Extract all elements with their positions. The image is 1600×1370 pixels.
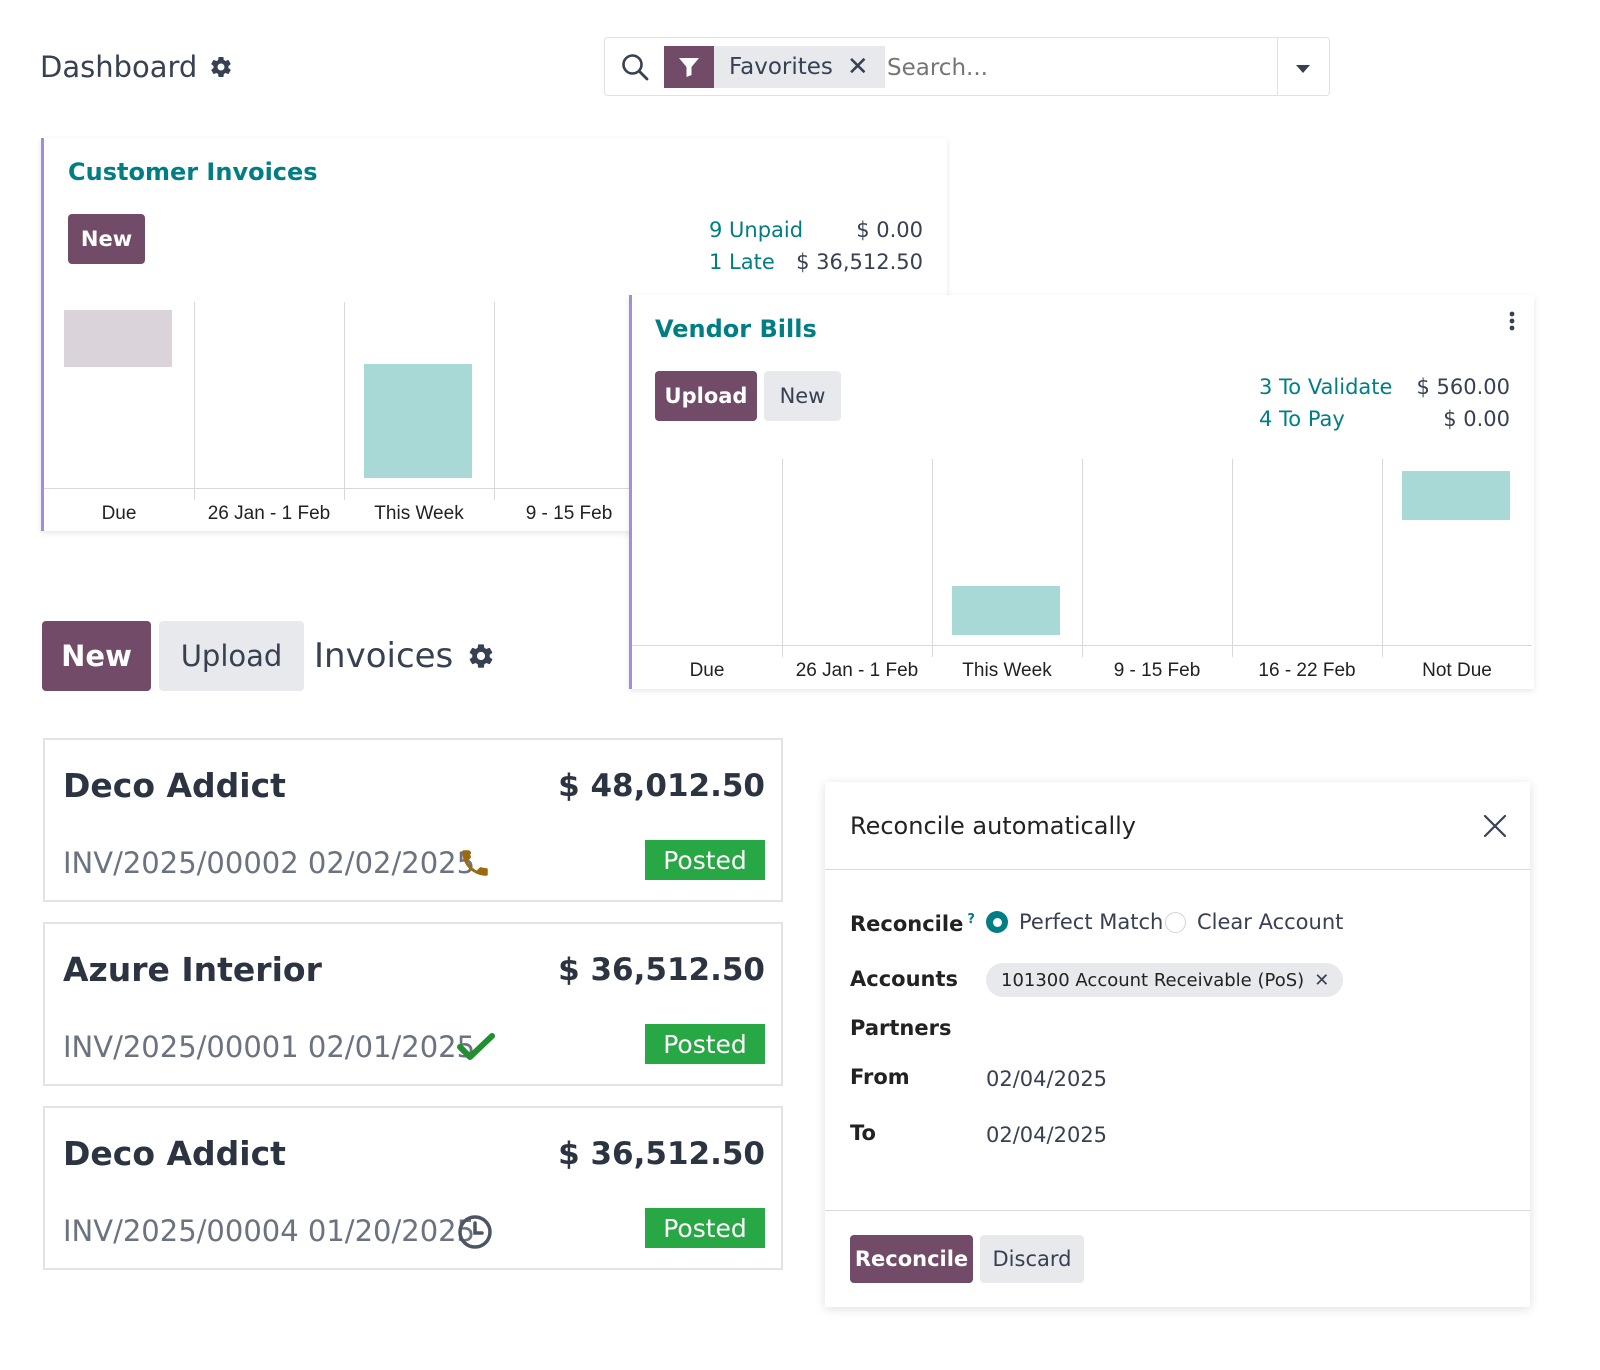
chart-bar-0[interactable]: [64, 310, 172, 367]
breadcrumb-title: Invoices: [314, 636, 454, 676]
search-icon[interactable]: [621, 53, 649, 85]
invoice-amount: $ 48,012.50: [558, 768, 765, 804]
search-input[interactable]: [885, 46, 1274, 90]
accounts-label: Accounts: [850, 967, 959, 991]
customer-invoices-title[interactable]: Customer Invoices: [68, 158, 318, 186]
kebab-menu-icon[interactable]: [1508, 310, 1516, 336]
to-pay-link[interactable]: 4 To Pay: [1259, 407, 1345, 431]
from-date-field[interactable]: 02/04/2025: [986, 1067, 1108, 1091]
late-amount: $ 36,512.50: [796, 250, 923, 274]
invoice-card[interactable]: Deco Addict $ 48,012.50 INV/2025/00002 0…: [43, 738, 783, 902]
chart-bar-2[interactable]: [952, 585, 1060, 635]
chart-baseline: [632, 645, 1532, 646]
reconcile-option-perfect-match[interactable]: Perfect Match: [986, 910, 1163, 934]
chart-tick-label: Due: [101, 503, 137, 524]
chart-tick-label: Not Due: [1422, 660, 1492, 681]
filter-icon: [664, 46, 714, 88]
facet-label: Favorites: [714, 46, 843, 88]
vendor-bills-title[interactable]: Vendor Bills: [655, 315, 817, 343]
chart-tick-label: 26 Jan - 1 Feb: [795, 660, 919, 681]
gear-icon[interactable]: [467, 642, 495, 670]
vendor-bills-card: Vendor Bills Upload New 3 To Validate $ …: [629, 295, 1534, 689]
reconcile-button[interactable]: Reconcile: [850, 1235, 973, 1283]
close-icon[interactable]: [1483, 814, 1507, 842]
account-tag: 101300 Account Receivable (PoS) ✕: [986, 963, 1344, 997]
new-button[interactable]: New: [42, 621, 151, 691]
tag-remove-icon[interactable]: ✕: [1314, 969, 1330, 991]
new-invoice-button[interactable]: New: [68, 214, 145, 264]
chart-gridline: [494, 302, 495, 500]
unpaid-amount: $ 0.00: [856, 218, 923, 242]
upload-bill-button[interactable]: Upload: [655, 371, 757, 421]
chart-gridline: [344, 302, 345, 500]
invoice-partner: Azure Interior: [63, 950, 322, 989]
help-icon[interactable]: ?: [967, 912, 975, 927]
phone-icon[interactable]: [458, 846, 492, 884]
from-label: From: [850, 1065, 910, 1089]
chart-gridline: [782, 459, 783, 657]
radio-unchecked-icon[interactable]: [1165, 911, 1186, 933]
to-validate-link[interactable]: 3 To Validate: [1259, 375, 1393, 399]
option-label: Clear Account: [1197, 910, 1344, 934]
dialog-title: Reconcile automatically: [850, 812, 1136, 840]
to-date-field[interactable]: 02/04/2025: [986, 1123, 1108, 1147]
chart-gridline: [194, 302, 195, 500]
facet-remove-icon[interactable]: ✕: [842, 46, 885, 88]
reconcile-dialog: Reconcile automatically Reconcile? Perfe…: [825, 782, 1530, 1307]
chart-tick-label: This Week: [962, 660, 1052, 681]
to-label: To: [850, 1121, 876, 1145]
status-badge: Posted: [645, 840, 765, 880]
invoice-card[interactable]: Azure Interior $ 36,512.50 INV/2025/0000…: [43, 922, 783, 1086]
to-pay-amount: $ 0.00: [1443, 407, 1510, 431]
chart-gridline: [1382, 459, 1383, 657]
invoice-partner: Deco Addict: [63, 1134, 286, 1173]
invoice-reference: INV/2025/00002 02/02/2025: [63, 846, 476, 880]
chart-bar-2[interactable]: [364, 364, 472, 478]
new-bill-button[interactable]: New: [764, 371, 841, 421]
search-dropdown-toggle-icon[interactable]: [1295, 60, 1311, 79]
chart-baseline: [44, 488, 944, 489]
page-title: Dashboard: [40, 50, 233, 84]
invoice-amount: $ 36,512.50: [558, 1136, 765, 1172]
breadcrumb: Invoices: [314, 636, 495, 676]
check-icon[interactable]: [457, 1032, 495, 1066]
search-bar: Favorites ✕: [604, 37, 1330, 96]
invoice-card[interactable]: Deco Addict $ 36,512.50 INV/2025/00004 0…: [43, 1106, 783, 1270]
chart-gridline: [1232, 459, 1233, 657]
clock-icon[interactable]: [457, 1214, 493, 1254]
partners-label: Partners: [850, 1016, 952, 1040]
chart-gridline: [932, 459, 933, 657]
late-link[interactable]: 1 Late: [709, 250, 775, 274]
chart-tick-label: 9 - 15 Feb: [1113, 660, 1201, 681]
chart-tick-label: 9 - 15 Feb: [525, 503, 613, 524]
chart-tick-label: This Week: [374, 503, 464, 524]
customer-invoices-chart: Due 26 Jan - 1 Feb This Week 9 - 15 Feb: [44, 302, 944, 532]
upload-button[interactable]: Upload: [159, 621, 304, 691]
account-tag-label: 101300 Account Receivable (PoS): [1001, 969, 1305, 991]
status-badge: Posted: [645, 1024, 765, 1064]
reconcile-option-clear-account[interactable]: Clear Account: [1165, 910, 1343, 934]
vendor-bills-chart: Due 26 Jan - 1 Feb This Week 9 - 15 Feb 16 -…: [632, 459, 1532, 689]
invoice-amount: $ 36,512.50: [558, 952, 765, 988]
invoice-reference: INV/2025/00001 02/01/2025: [63, 1030, 476, 1064]
chart-bar-5[interactable]: [1402, 471, 1510, 521]
chart-tick-label: 26 Jan - 1 Feb: [207, 503, 331, 524]
gear-icon[interactable]: [209, 55, 233, 79]
discard-button[interactable]: Discard: [980, 1235, 1084, 1283]
option-label: Perfect Match: [1019, 910, 1164, 934]
status-badge: Posted: [645, 1208, 765, 1248]
chart-gridline: [1082, 459, 1083, 657]
page-title-text: Dashboard: [40, 50, 198, 84]
chart-tick-label: Due: [689, 660, 725, 681]
invoice-reference: INV/2025/00004 01/20/2025: [63, 1214, 476, 1248]
reconcile-label: Reconcile?: [850, 912, 975, 936]
to-validate-amount: $ 560.00: [1416, 375, 1510, 399]
unpaid-link[interactable]: 9 Unpaid: [709, 218, 804, 242]
invoice-partner: Deco Addict: [63, 766, 286, 805]
favorites-facet: Favorites ✕: [664, 46, 885, 88]
chart-tick-label: 16 - 22 Feb: [1258, 660, 1356, 681]
radio-checked-icon[interactable]: [986, 911, 1008, 933]
